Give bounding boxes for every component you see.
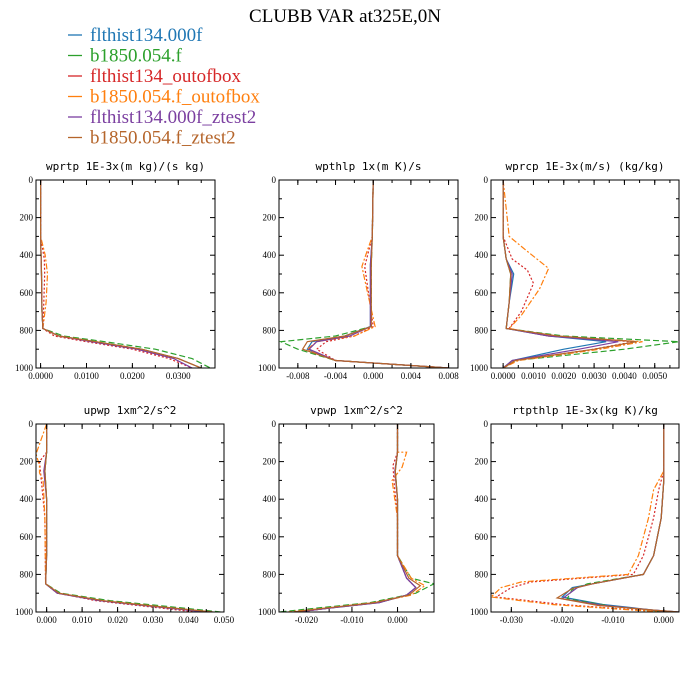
x-tick-label: 0.030 <box>143 615 164 625</box>
series-line <box>40 180 202 368</box>
y-tick-label: 1000 <box>258 607 277 617</box>
y-tick-label: 600 <box>20 532 34 542</box>
y-tick-label: 800 <box>475 325 489 335</box>
figure-title: CLUBB VAR at325E,0N <box>249 6 441 27</box>
y-tick-label: 600 <box>20 288 34 298</box>
y-tick-label: 200 <box>263 213 277 223</box>
legend-entry: flthist134.000f_ztest2 <box>90 107 256 128</box>
x-tick-label: -0.030 <box>500 615 524 625</box>
y-tick-label: 400 <box>475 494 489 504</box>
series-line <box>315 180 449 368</box>
x-tick-label: 0.0200 <box>120 371 145 381</box>
series-line <box>491 424 665 612</box>
y-tick-label: 0 <box>484 175 489 185</box>
x-tick-label: -0.010 <box>340 615 364 625</box>
y-tick-label: 400 <box>263 250 277 260</box>
x-tick-label: 0.0100 <box>74 371 99 381</box>
x-tick-label: 0.0050 <box>642 371 667 381</box>
chart-panel: rtpthlp 1E-3x(kg K)/kg 0 200 400 600 800 1000 -… <box>470 404 680 625</box>
y-tick-label: 800 <box>475 569 489 579</box>
x-tick-label: 0.0040 <box>612 371 637 381</box>
y-tick-label: 200 <box>475 213 489 223</box>
x-tick-label: 0.004 <box>401 371 422 381</box>
series-line <box>301 180 449 368</box>
y-tick-label: 800 <box>20 325 34 335</box>
y-tick-label: 1000 <box>15 363 34 373</box>
x-tick-label: -0.010 <box>601 615 625 625</box>
x-tick-label: 0.000 <box>363 371 384 381</box>
y-tick-label: 600 <box>475 532 489 542</box>
legend-entry: b1850.054.f <box>90 46 183 67</box>
x-tick-label: 0.050 <box>214 615 235 625</box>
y-tick-label: 1000 <box>470 363 489 373</box>
panel-title: vpwp 1xm^2/s^2 <box>310 404 403 417</box>
y-tick-label: 400 <box>20 250 34 260</box>
chart-panel: vpwp 1xm^2/s^2 0 200 400 600 800 1000 -0.020 -0.… <box>258 404 435 625</box>
legend-entry: flthist134_outofbox <box>90 66 241 87</box>
y-tick-label: 0 <box>272 419 277 429</box>
y-tick-label: 600 <box>475 288 489 298</box>
panel-title: wpthlp 1x(m K)/s <box>316 160 422 173</box>
legend: flthist134.000fb1850.054.fflthist134_out… <box>68 25 260 149</box>
y-tick-label: 1000 <box>15 607 34 617</box>
x-tick-label: 0.010 <box>72 615 93 625</box>
x-tick-label: -0.008 <box>286 371 310 381</box>
x-tick-label: 0.0000 <box>28 371 53 381</box>
x-tick-label: 0.000 <box>37 615 58 625</box>
x-tick-label: -0.004 <box>324 371 348 381</box>
x-tick-label: -0.020 <box>295 615 319 625</box>
x-tick-label: 0.0000 <box>491 371 516 381</box>
y-tick-label: 400 <box>475 250 489 260</box>
y-tick-label: 400 <box>263 494 277 504</box>
x-tick-label: 0.0030 <box>582 371 607 381</box>
chart-panel: wpthlp 1x(m K)/s 0 200 400 600 800 1000 -0.008 -… <box>258 160 459 381</box>
series-line <box>502 180 637 368</box>
y-tick-label: 0 <box>272 175 277 185</box>
legend-entry: flthist134.000f <box>90 25 203 46</box>
y-tick-label: 200 <box>263 457 277 467</box>
series-line <box>292 424 422 612</box>
series-line <box>44 424 214 612</box>
panel-title: rtpthlp 1E-3x(kg K)/kg <box>512 404 658 417</box>
series-line <box>502 180 643 368</box>
series-line <box>555 424 679 612</box>
y-tick-label: 800 <box>263 569 277 579</box>
y-tick-label: 200 <box>20 457 34 467</box>
y-tick-label: 1000 <box>258 363 277 373</box>
x-tick-label: 0.020 <box>107 615 128 625</box>
x-tick-label: 0.040 <box>178 615 199 625</box>
x-tick-label: 0.000 <box>387 615 408 625</box>
x-tick-label: -0.020 <box>551 615 575 625</box>
y-tick-label: 800 <box>20 569 34 579</box>
panel-title: upwp 1xm^2/s^2 <box>84 404 177 417</box>
y-tick-label: 600 <box>263 288 277 298</box>
x-tick-label: 0.000 <box>654 615 675 625</box>
x-tick-label: 0.008 <box>438 371 459 381</box>
chart-panels: wprtp 1E-3x(m kg)/(s kg) 0 200 400 600 800 100… <box>15 160 680 625</box>
y-tick-label: 1000 <box>470 607 489 617</box>
chart-panel: wprcp 1E-3x(m/s) (kg/kg) 0 200 400 600 800 100… <box>470 160 680 381</box>
panel-title: wprtp 1E-3x(m kg)/(s kg) <box>46 160 205 173</box>
y-tick-label: 200 <box>20 213 34 223</box>
panel-title: wprcp 1E-3x(m/s) (kg/kg) <box>506 160 665 173</box>
y-tick-label: 0 <box>484 419 489 429</box>
y-tick-label: 0 <box>29 419 34 429</box>
series-line <box>279 180 449 368</box>
x-tick-label: 0.0020 <box>551 371 576 381</box>
legend-entry: b1850.054.f_ztest2 <box>90 128 236 149</box>
y-tick-label: 600 <box>263 532 277 542</box>
x-tick-label: 0.0300 <box>166 371 191 381</box>
legend-entry: b1850.054.f_outofbox <box>90 87 260 108</box>
chart-panel: wprtp 1E-3x(m kg)/(s kg) 0 200 400 600 800 100… <box>15 160 216 381</box>
y-tick-label: 400 <box>20 494 34 504</box>
y-tick-label: 0 <box>29 175 34 185</box>
y-tick-label: 800 <box>263 325 277 335</box>
series-line <box>38 424 196 612</box>
x-tick-label: 0.0010 <box>521 371 546 381</box>
y-tick-label: 200 <box>475 457 489 467</box>
